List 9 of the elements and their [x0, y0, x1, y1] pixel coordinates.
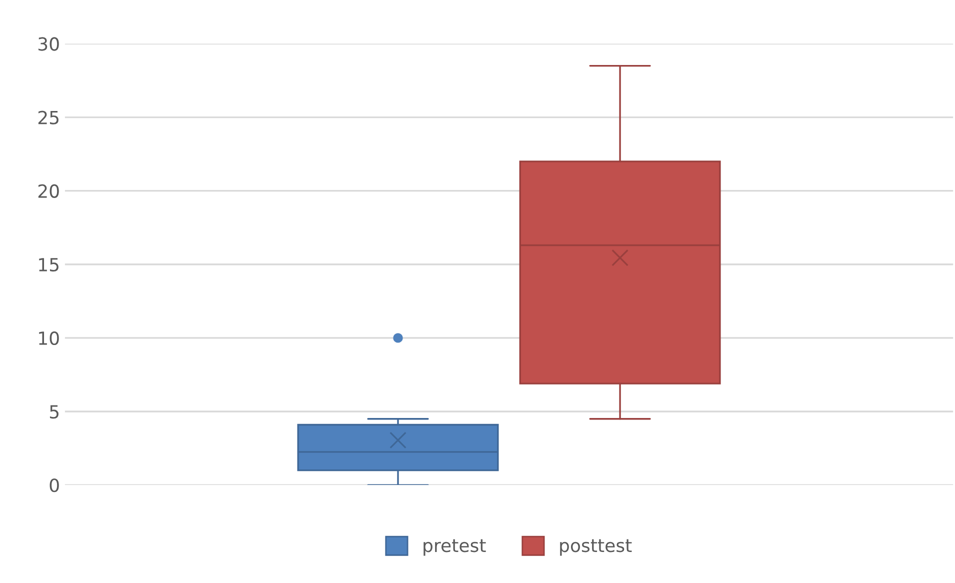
- legend-label: pretest: [424, 539, 486, 556]
- y-tick-label: 10: [39, 331, 59, 346]
- y-tick-label: 30: [38, 37, 59, 51]
- y-tick-label: 25: [38, 110, 58, 124]
- y-tick-label: 0: [50, 478, 59, 492]
- legend-label: posttest: [560, 539, 632, 556]
- y-tick-label: 15: [39, 258, 58, 272]
- y-tick-label: 20: [38, 184, 59, 198]
- y-tick-label: 5: [50, 405, 58, 419]
